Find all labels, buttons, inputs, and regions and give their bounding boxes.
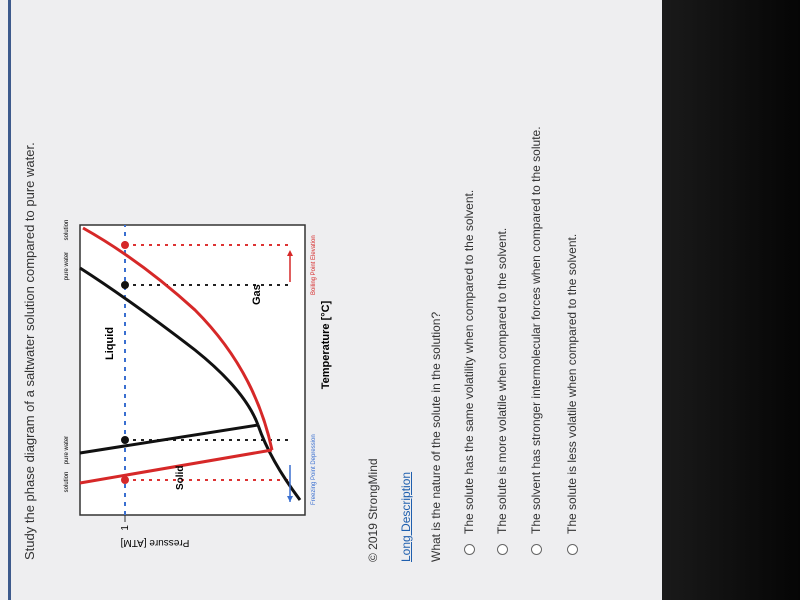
question: What is the nature of the solute in the … [429,311,443,562]
region-label: Solid [175,466,186,490]
window-edge [8,0,11,600]
radio[interactable] [496,544,508,555]
freezing-label: Freezing Point Depression [311,434,317,505]
solution-boiling-point [121,241,129,249]
option[interactable]: The solute is less volatile when compare… [565,234,579,555]
solution-melting-curve [79,448,273,485]
boiling-label: Boiling Point Elevation [311,235,317,295]
freezing-arrowhead [287,496,293,502]
solution-freezing-point [121,476,129,484]
region-label: Gas [251,284,263,305]
y-axis-label: Pressure [ATM] [120,537,189,548]
region-label: Liquid [104,327,116,360]
radio[interactable] [566,544,578,555]
plot-frame [79,224,306,516]
y-tick-label: 1 [120,525,131,531]
option-text: The solute is more volatile when compare… [495,227,509,534]
pure-sublimation-curve [256,424,302,501]
radio[interactable] [463,544,475,555]
pure-melting-curve [79,423,259,455]
credit: © 2019 StrongMind [366,458,380,562]
pure-boiling-point [121,281,129,289]
x-axis-label: Temperature [°C] [320,300,332,389]
top-label: pure water [64,436,70,464]
phase-diagram: Pressure [ATM] 1 solution pure water pur… [64,220,332,548]
top-label: pure water [64,252,70,280]
option-text: The solvent has stronger intermolecular … [529,126,543,534]
pure-freezing-point [121,436,129,444]
prompt: Study the phase diagram of a saltwater s… [22,142,37,560]
option[interactable]: The solute is more volatile when compare… [495,228,509,555]
top-label: solution [64,220,70,241]
radio[interactable] [530,544,542,555]
option-text: The solute has the same volatility when … [462,189,476,534]
top-label: solution [64,472,70,493]
boiling-arrowhead [287,250,293,256]
option[interactable]: The solvent has stronger intermolecular … [529,126,543,555]
option-text: The solute is less volatile when compare… [565,233,579,534]
long-description-link[interactable]: Long Description [399,471,413,562]
solution-vapor-curve [82,226,274,451]
option[interactable]: The solute has the same volatility when … [462,190,476,555]
pure-vapor-curve [79,266,260,426]
monitor-bezel [662,0,800,600]
